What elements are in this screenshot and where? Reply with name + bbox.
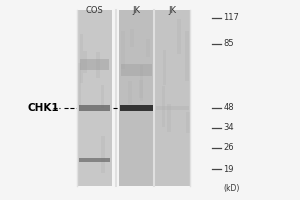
Bar (96, 52, 100, 78)
Text: 34: 34 (224, 123, 234, 132)
Text: 26: 26 (224, 144, 234, 152)
Bar (79, 105, 110, 111)
Bar (77, 10, 112, 186)
Text: JK: JK (133, 6, 140, 15)
Text: CHK1: CHK1 (27, 103, 58, 113)
Bar (155, 10, 190, 186)
Bar (185, 31, 189, 81)
Text: 19: 19 (224, 164, 234, 173)
Bar (186, 112, 190, 133)
Text: 85: 85 (224, 40, 234, 48)
Bar (130, 29, 134, 47)
Bar (80, 34, 83, 83)
Bar (83, 51, 87, 73)
Text: 48: 48 (224, 104, 234, 112)
Bar (163, 50, 166, 85)
Bar (0, 0, 74, 200)
Bar (100, 85, 104, 108)
Bar (146, 39, 150, 57)
Bar (121, 31, 125, 69)
Bar (79, 158, 110, 162)
Bar (80, 59, 109, 70)
Bar (162, 86, 166, 127)
Bar (140, 65, 143, 101)
Text: (kD): (kD) (224, 184, 240, 194)
Bar (101, 136, 105, 173)
Bar (119, 10, 154, 186)
Text: COS: COS (85, 6, 103, 15)
Bar (139, 80, 142, 98)
Bar (156, 106, 189, 110)
Bar (77, 63, 81, 106)
Text: JK: JK (169, 6, 176, 15)
Bar (177, 19, 181, 54)
Bar (167, 104, 171, 132)
Text: 117: 117 (224, 14, 239, 22)
Bar (128, 81, 132, 104)
Bar (121, 64, 152, 76)
Bar (121, 105, 153, 111)
